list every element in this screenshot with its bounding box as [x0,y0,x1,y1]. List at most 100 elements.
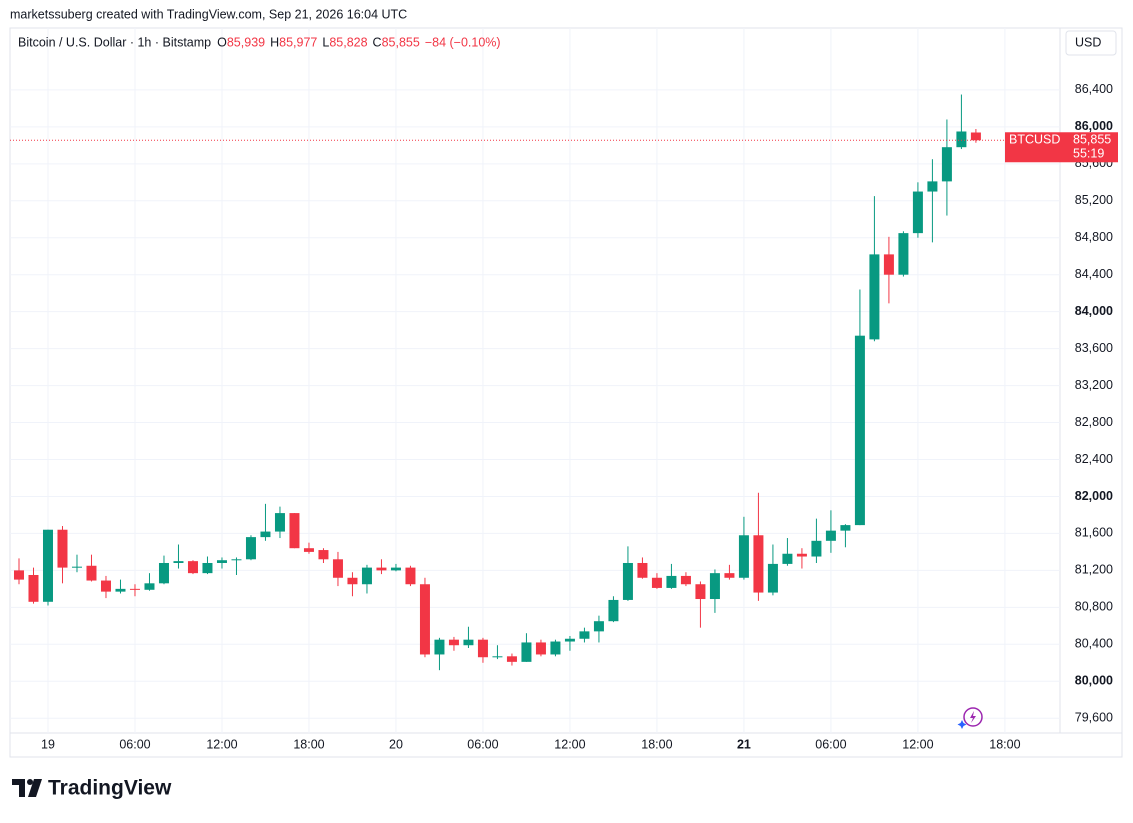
x-tick-label: 21 [737,737,751,751]
candle-body [187,561,198,574]
candle-body [912,191,923,234]
candle-body [202,562,213,574]
candle-body [332,559,343,578]
candle-body [419,584,430,655]
candle-body [318,550,329,560]
y-tick-label: 82,000 [1075,489,1113,503]
y-tick-label: 82,400 [1075,452,1113,466]
legend-close: 85,855 [382,35,420,49]
candle-body [57,529,68,568]
candle-body [347,577,358,585]
y-tick-label: 84,400 [1075,267,1113,281]
candles [13,94,981,671]
x-tick-label: 12:00 [902,737,933,751]
candle-body [376,567,387,571]
candle-body [129,588,140,590]
x-tick-label: 06:00 [815,737,846,751]
candle-body [695,584,706,600]
logo: TradingView [48,777,172,800]
candle-body [158,562,169,584]
legend-c: C [373,35,382,49]
candle-body [463,639,474,646]
legend-open: 85,939 [227,35,265,49]
y-tick-label: 85,200 [1075,193,1113,207]
candle-body [144,583,155,590]
legend-low: 85,828 [329,35,367,49]
lightning-icon [957,707,983,729]
candle-body [709,573,720,600]
candle-body [86,565,97,581]
candle-body [216,560,227,563]
candle-body [13,570,24,580]
y-tick-label: 80,400 [1075,637,1113,651]
x-tick-label: 20 [389,737,403,751]
legend-h: H [270,35,279,49]
countdown: 55:19 [1073,147,1104,161]
price-label-bg [1005,132,1118,163]
y-tick-label: 84,800 [1075,230,1113,244]
legend-l: L [322,35,329,49]
candle-body [724,573,735,578]
candle-body [115,588,126,592]
y-tick-label: 83,600 [1075,341,1113,355]
candle-body [637,562,648,578]
candle-body [651,577,662,588]
y-tick-label: 84,000 [1075,304,1113,318]
x-tick-label: 06:00 [119,737,150,751]
candle-body [811,540,822,557]
y-tick-label: 86,000 [1075,119,1113,133]
candle-body [361,567,372,585]
candle-body [608,599,619,622]
y-tick-label: 81,600 [1075,526,1113,540]
last-price: 85,855 [1073,133,1111,147]
candle-body [100,580,111,592]
x-tick-label: 06:00 [467,737,498,751]
candle-body [303,548,314,552]
candle-body [521,642,532,662]
legend-o: O [217,35,227,49]
candle-body [666,575,677,588]
candle-body [767,563,778,593]
candle-body [579,631,590,639]
currency[interactable]: USD [1075,35,1101,49]
candle-body [738,535,749,578]
candle-body [869,254,880,340]
candle-body [289,513,300,549]
chart-title: Bitcoin / U.S. Dollar · 1h · Bitstamp [18,35,211,49]
frame [9,27,1123,758]
candle-body [622,562,633,600]
y-tick-label: 81,200 [1075,563,1113,577]
candle-body [854,335,865,526]
candle-body [71,566,82,568]
grid [10,28,1060,733]
candle-body [274,513,285,532]
candle-body [434,639,445,655]
legend-change: −84 (−0.10%) [425,35,501,49]
candle-body [245,537,256,560]
candle-body [231,559,242,561]
currency-button[interactable] [1065,30,1117,56]
candle-body [680,575,691,585]
candle-body [173,561,184,563]
credit: marketssuberg created with TradingView.c… [10,7,407,21]
candle-body [28,574,39,602]
candle-body [883,254,894,275]
candle-body [941,147,952,182]
legend-high: 85,977 [279,35,317,49]
y-tick-label: 79,600 [1075,711,1113,725]
candle-body [825,530,836,541]
candle-body [550,641,561,655]
x-tick-label: 18:00 [293,737,324,751]
y-tick-label: 86,400 [1075,82,1113,96]
candle-body [753,535,764,593]
candle-body [448,639,459,646]
candle-body [927,181,938,192]
x-tick-label: 12:00 [554,737,585,751]
x-tick-label: 18:00 [989,737,1020,751]
candle-body [593,621,604,632]
candle-body [492,656,503,658]
candle-body [564,638,575,642]
x-tick-label: 18:00 [641,737,672,751]
candle-body [840,525,851,531]
